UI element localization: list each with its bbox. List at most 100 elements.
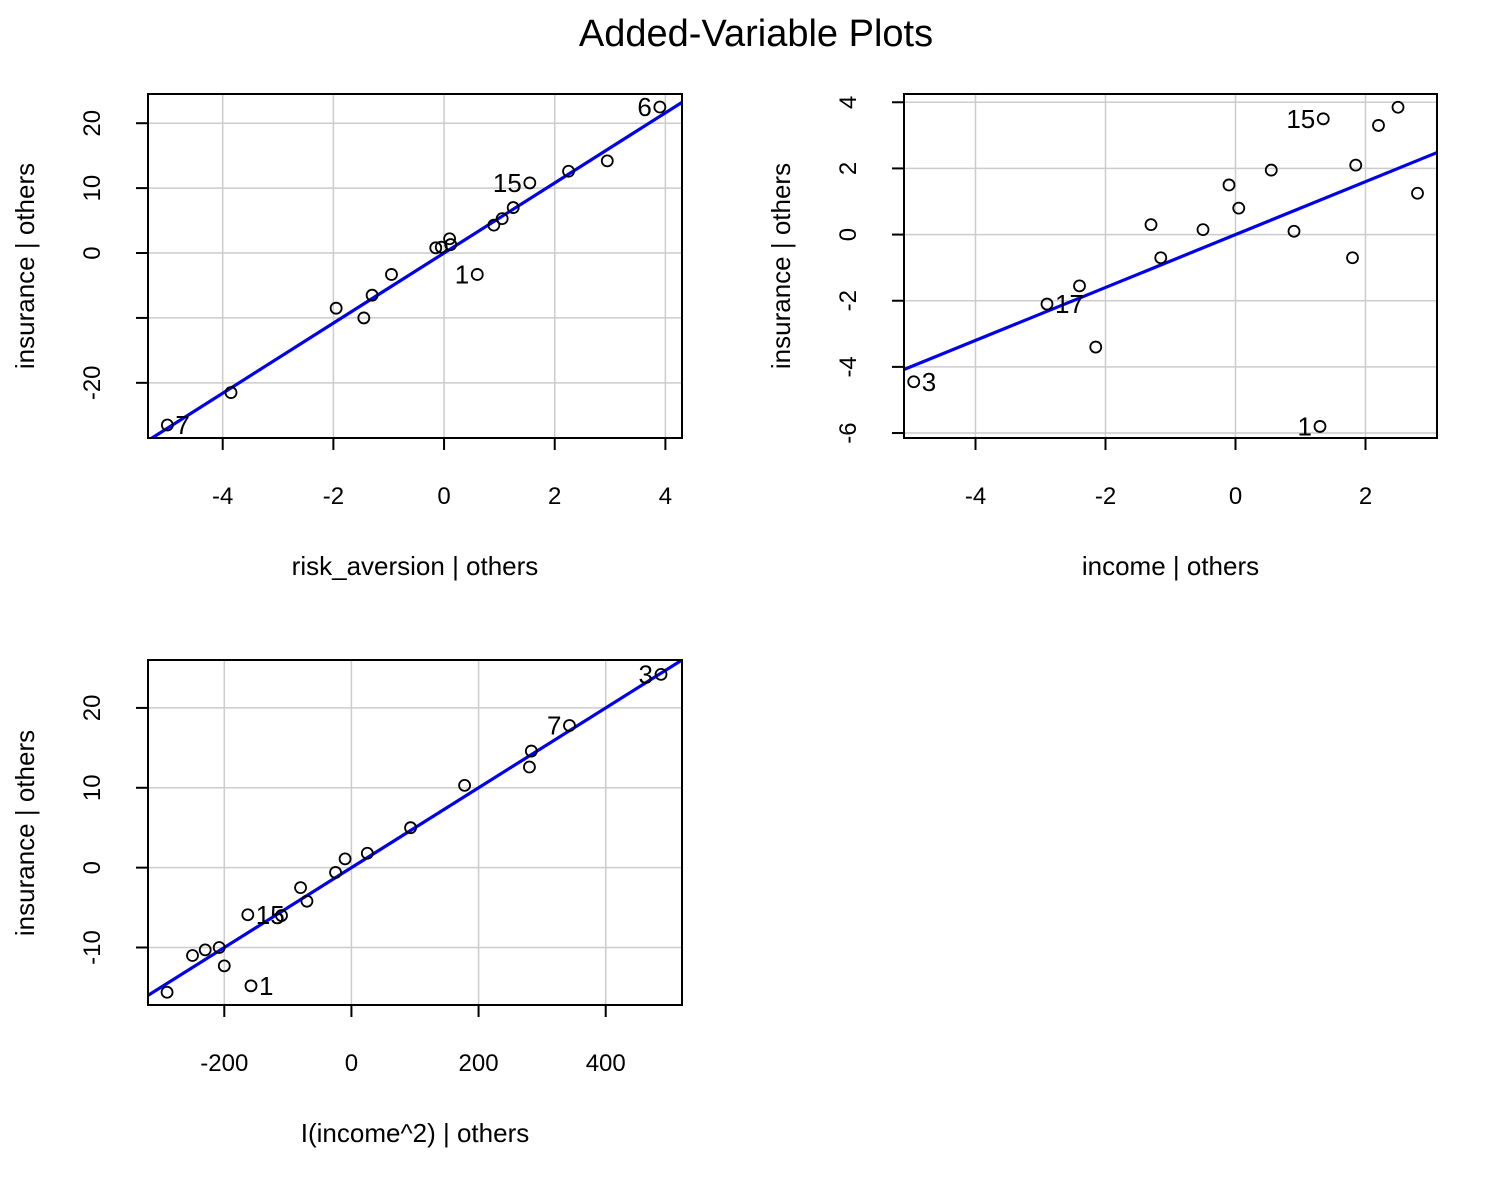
data-point: [1073, 279, 1086, 293]
y-tick-label: -2: [835, 290, 862, 311]
data-point: [160, 418, 174, 432]
data-point: [458, 778, 471, 792]
panel-2: 3 17 1 15 -4 -2 0 2 -6 -4 -2 0 2 4 income | others insu…: [766, 93, 1438, 581]
x-axis-label: risk_aversion | others: [292, 551, 539, 581]
x-tick-label: 0: [437, 483, 450, 510]
y-axis-label: insurance | others: [10, 730, 40, 936]
data-point: [1372, 119, 1385, 132]
data-point: [329, 301, 343, 315]
data-point: [1089, 340, 1103, 354]
data-point: [1196, 223, 1210, 237]
x-tick-label: 2: [548, 483, 561, 510]
data-point: [241, 908, 255, 922]
x-tick-label: 400: [586, 1050, 626, 1077]
panel-3: 1 15 7 3 -200 0 200 400 -10 0 10 20 I(income^2) | ot…: [10, 659, 683, 1148]
y-tick-label: 0: [79, 861, 106, 874]
data-point: [495, 212, 509, 226]
y-tick-label: -4: [835, 356, 862, 377]
data-point: [563, 719, 576, 732]
x-tick-label: -2: [1095, 483, 1116, 510]
data-point: [294, 881, 307, 895]
data-point: [1287, 224, 1301, 238]
point-label: 15: [256, 900, 285, 930]
x-axis-label: income | others: [1082, 551, 1259, 581]
x-tick-label: 4: [659, 483, 672, 510]
x-axis-label: I(income^2) | others: [301, 1118, 529, 1148]
point-label: 1: [455, 259, 469, 289]
x-tick-label: 0: [1229, 483, 1242, 510]
point-label: 6: [637, 92, 651, 122]
plot-frame: [903, 93, 1438, 439]
data-point: [1346, 251, 1359, 265]
data-point: [329, 866, 342, 879]
figure-title: Added-Variable Plots: [579, 13, 933, 55]
y-tick-label: 20: [79, 110, 106, 137]
y-tick-label: -6: [835, 422, 862, 443]
y-tick-label: 0: [79, 246, 106, 259]
x-tick-label: 0: [345, 1050, 358, 1077]
data-point: [404, 821, 417, 835]
data-point: [487, 218, 501, 232]
data-point: [429, 241, 443, 255]
data-point: [360, 846, 374, 860]
data-point: [1222, 178, 1236, 192]
data-point: [443, 232, 456, 246]
y-tick-label: 20: [79, 695, 106, 722]
data-point: [1391, 100, 1405, 114]
data-point: [1232, 201, 1246, 215]
data-point: [523, 760, 536, 774]
data-point: [1349, 158, 1363, 172]
point-label: 15: [493, 168, 522, 198]
data-point: [224, 386, 238, 399]
data-point: [524, 744, 538, 758]
x-tick-label: -4: [212, 483, 233, 510]
data-point: [212, 941, 226, 954]
data-point: [275, 909, 288, 922]
point-label: 3: [639, 659, 653, 689]
y-tick-label: -20: [79, 365, 106, 400]
regression-line: [149, 100, 682, 438]
point-label: 7: [175, 410, 189, 440]
data-point: [1313, 420, 1327, 433]
data-point: [907, 375, 921, 389]
y-tick-label: 10: [79, 175, 106, 202]
data-point: [160, 985, 174, 999]
data-point: [300, 894, 314, 908]
data-point: [562, 164, 575, 178]
point-label: 7: [547, 710, 561, 740]
y-tick-label: 4: [835, 96, 862, 109]
y-tick-label: 0: [835, 228, 862, 241]
y-axis-label: insurance | others: [10, 163, 40, 369]
point-label: 17: [1055, 289, 1084, 319]
x-tick-label: -4: [965, 483, 986, 510]
point-label: 15: [1286, 104, 1315, 134]
x-tick-label: 200: [459, 1050, 499, 1077]
data-point: [444, 238, 458, 251]
data-point: [1316, 112, 1330, 126]
data-point: [357, 311, 371, 325]
data-point: [198, 943, 212, 957]
data-point: [217, 959, 231, 973]
plot-frame: [147, 659, 683, 1006]
x-tick-label: 2: [1359, 483, 1372, 510]
regression-line: [148, 660, 682, 997]
data-point: [385, 268, 398, 281]
plot-frame: [147, 93, 683, 439]
x-tick-label: -2: [323, 483, 344, 510]
y-tick-label: 2: [835, 162, 862, 175]
data-point: [1040, 297, 1054, 311]
y-tick-label: -10: [79, 930, 106, 965]
data-point: [1144, 218, 1158, 232]
point-label: 1: [1298, 411, 1312, 441]
data-point: [338, 852, 352, 866]
data-point: [365, 288, 379, 302]
data-point: [186, 949, 199, 962]
data-point: [654, 667, 668, 681]
data-point: [506, 201, 520, 214]
data-point: [470, 268, 484, 281]
point-label: 3: [922, 367, 936, 397]
data-point: [523, 176, 537, 190]
